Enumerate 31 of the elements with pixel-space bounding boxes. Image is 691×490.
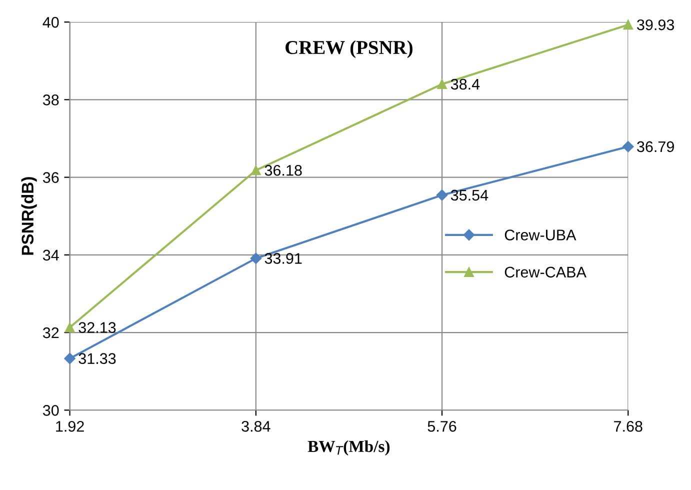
x-tick-label: 7.68 — [614, 420, 642, 432]
point — [64, 322, 75, 332]
data-label: 31.33 — [78, 353, 116, 364]
y-tick-label: 38 — [42, 94, 59, 106]
data-label: 35.54 — [450, 190, 488, 201]
x-tick-label: 3.84 — [242, 420, 270, 432]
point — [436, 190, 448, 201]
x-tick-label: 5.76 — [428, 420, 456, 432]
data-label: 36.18 — [264, 164, 302, 176]
data-label: 33.91 — [264, 253, 302, 264]
x-axis-title: BW$_{T}$(Mb/s) — [308, 440, 390, 456]
data-label: 36.79 — [637, 141, 674, 152]
legend-label: Crew-UBA — [504, 230, 576, 240]
y-tick-label: 40 — [42, 16, 59, 28]
data-label: 39.93 — [637, 19, 674, 30]
x-tick-label: 1.92 — [56, 420, 84, 432]
point — [250, 252, 262, 264]
legend-label: Crew-CABA — [504, 266, 586, 278]
text: CREW (PSNR) — [286, 40, 412, 58]
y-tick-label: 34 — [42, 250, 59, 261]
y-axis-title: PSNR(dB) — [21, 177, 37, 255]
point — [251, 165, 261, 176]
y-tick-label: 32 — [42, 327, 59, 338]
point — [64, 352, 76, 364]
data-label: 38.4 — [450, 78, 480, 90]
y-tick-label: 30 — [42, 405, 59, 416]
point — [437, 79, 447, 90]
point — [622, 141, 634, 152]
data-label: 32.13 — [78, 322, 116, 333]
point — [623, 20, 633, 30]
y-tick-label: 36 — [42, 172, 59, 183]
